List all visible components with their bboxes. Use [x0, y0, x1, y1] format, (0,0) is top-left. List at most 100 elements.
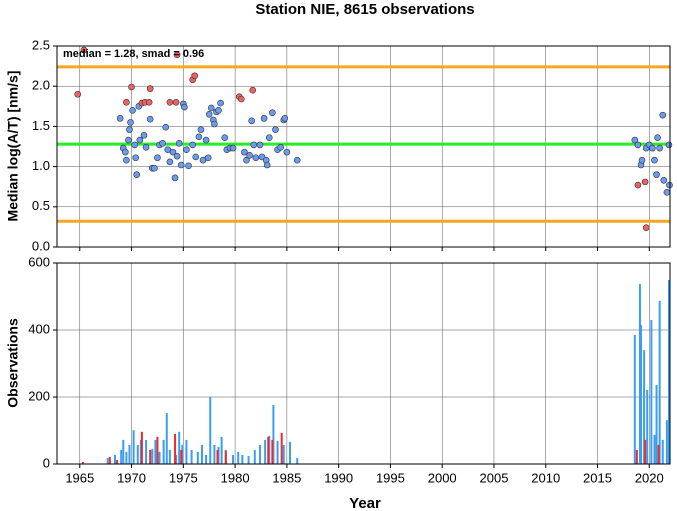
point: [656, 144, 663, 152]
point: [166, 158, 174, 166]
point: [125, 136, 132, 144]
bar: [280, 432, 283, 464]
bar: [185, 439, 188, 464]
point: [146, 115, 154, 123]
point: [123, 98, 130, 106]
point: [229, 144, 237, 152]
point: [269, 109, 276, 117]
point: [250, 141, 258, 149]
bar: [264, 439, 267, 464]
bar: [209, 397, 212, 464]
bar: [217, 446, 220, 464]
bar: [200, 444, 203, 464]
bar: [267, 436, 270, 464]
x-tick-label: 2000: [428, 470, 457, 485]
x-tick-label: 1985: [272, 470, 301, 485]
bar: [271, 439, 274, 464]
point: [263, 161, 271, 169]
point: [166, 98, 174, 106]
bar: [158, 451, 161, 464]
point: [659, 111, 667, 119]
point: [140, 131, 148, 139]
bar: [125, 451, 128, 464]
point: [249, 86, 257, 94]
bar: [136, 444, 139, 464]
point: [177, 161, 185, 169]
point: [638, 156, 646, 164]
point: [241, 148, 248, 156]
point: [665, 141, 673, 149]
bar: [149, 449, 152, 464]
y-tick-label: 1.5: [32, 118, 50, 133]
bar: [296, 457, 299, 464]
point: [217, 99, 224, 107]
point: [154, 154, 161, 162]
point: [641, 178, 649, 186]
point: [128, 83, 135, 91]
bar: [633, 335, 636, 464]
point: [272, 126, 279, 133]
point: [642, 224, 650, 232]
point: [238, 95, 245, 103]
point: [131, 141, 138, 149]
bar: [241, 454, 244, 464]
point: [651, 156, 658, 164]
x-tick-label: 2010: [531, 470, 560, 485]
y-tick-label: 2.0: [32, 78, 50, 93]
point: [653, 171, 660, 178]
point: [660, 176, 668, 184]
bar: [253, 449, 256, 464]
point: [123, 156, 130, 164]
point: [122, 148, 129, 156]
bar: [247, 455, 250, 464]
bar: [216, 449, 219, 464]
bar: [106, 457, 109, 464]
point: [185, 162, 192, 170]
bar: [168, 449, 171, 464]
point: [172, 98, 180, 106]
point: [248, 117, 255, 125]
bar: [180, 449, 183, 464]
bar: [122, 439, 125, 464]
bar: [272, 405, 275, 464]
bar: [128, 444, 131, 464]
y-tick-label: 2.5: [32, 37, 50, 52]
y-tick-label: 0.5: [32, 198, 50, 213]
point: [189, 141, 196, 149]
point: [649, 144, 656, 152]
y-tick-label: 200: [28, 388, 50, 403]
bar: [650, 319, 653, 464]
bar: [653, 434, 656, 464]
point: [173, 51, 181, 59]
panel: 1965 1970 1975 1980 1985 1990 1995 2000 2005 2010…: [28, 254, 671, 485]
x-tick-label: 2020: [635, 470, 664, 485]
bar: [232, 454, 235, 464]
plot-frame: [56, 45, 671, 248]
point: [631, 136, 639, 144]
bar: [132, 430, 135, 464]
y-tick-label: 0.0: [32, 238, 50, 253]
x-tick-label: 1995: [376, 470, 405, 485]
x-tick-label: 1980: [221, 470, 250, 485]
point: [80, 46, 88, 54]
bar: [139, 439, 142, 464]
bar: [162, 439, 165, 464]
point: [116, 115, 124, 122]
point: [654, 134, 661, 141]
x-tick-label: 1990: [324, 470, 353, 485]
point: [145, 98, 153, 106]
x-tick-label: 1965: [65, 470, 94, 485]
bar: [181, 444, 184, 464]
y-tick-label: 400: [28, 321, 50, 336]
point: [159, 139, 166, 147]
point: [281, 115, 289, 122]
bar: [276, 440, 279, 464]
bar: [288, 441, 291, 464]
point: [195, 133, 203, 141]
bar: [665, 420, 668, 464]
point: [265, 134, 273, 141]
bar: [655, 384, 658, 464]
bar: [190, 449, 193, 464]
bar: [178, 431, 181, 464]
bar: [145, 439, 148, 464]
